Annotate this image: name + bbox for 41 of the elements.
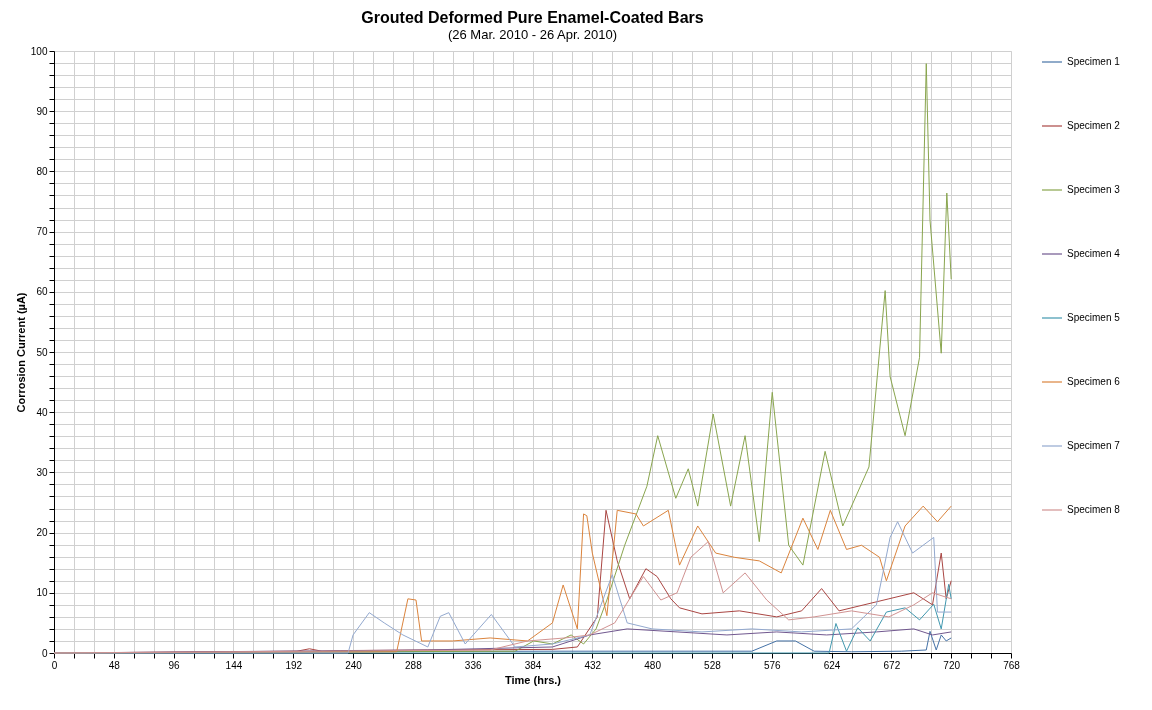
x-tick-label: 480 — [644, 659, 662, 671]
y-tick-label: 60 — [36, 286, 48, 298]
x-tick-label: 336 — [464, 659, 482, 671]
legend-label: Specimen 1 — [1067, 56, 1121, 67]
x-tick-label: 144 — [225, 659, 243, 671]
y-tick-label: 100 — [30, 45, 48, 57]
x-tick-label: 672 — [883, 659, 901, 671]
y-tick-label: 70 — [36, 226, 48, 238]
legend-label: Specimen 7 — [1067, 440, 1121, 451]
x-tick-label: 384 — [524, 659, 542, 671]
y-tick-label: 80 — [36, 165, 48, 177]
x-tick-label: 432 — [584, 659, 602, 671]
y-tick-label: 10 — [36, 587, 48, 599]
y-tick-label: 50 — [36, 346, 48, 358]
legend-label: Specimen 8 — [1067, 504, 1121, 515]
y-tick-label: 40 — [36, 406, 48, 418]
y-axis-title: Corrosion Current (µA) — [14, 292, 27, 413]
x-tick-label: 48 — [108, 659, 121, 671]
chart-subtitle: (26 Mar. 2010 - 26 Apr. 2010) — [447, 27, 618, 42]
x-tick-label: 624 — [823, 659, 841, 671]
line-series — [53, 541, 952, 654]
x-tick-label: 576 — [763, 659, 782, 671]
legend-label: Specimen 6 — [1067, 376, 1121, 387]
x-axis-title: Time (hrs.) — [504, 673, 562, 686]
x-tick-label: 96 — [168, 659, 181, 671]
x-tick-label: 0 — [51, 659, 58, 671]
legend-label: Specimen 2 — [1067, 120, 1121, 131]
legend-label: Specimen 5 — [1067, 312, 1121, 323]
x-tick-label: 192 — [285, 659, 303, 671]
y-tick-label: 0 — [41, 647, 48, 659]
y-tick-label: 30 — [36, 466, 48, 478]
x-tick-label: 240 — [345, 659, 363, 671]
y-tick-label: 20 — [36, 527, 48, 539]
legend-label: Specimen 3 — [1067, 184, 1121, 195]
legend-label: Specimen 4 — [1067, 248, 1121, 259]
x-tick-label: 528 — [704, 659, 722, 671]
x-tick-label: 768 — [1003, 659, 1021, 671]
x-tick-label: 720 — [943, 659, 961, 671]
chart-title: Grouted Deformed Pure Enamel-Coated Bars — [361, 9, 704, 26]
y-tick-label: 90 — [36, 105, 48, 117]
x-tick-label: 288 — [405, 659, 423, 671]
